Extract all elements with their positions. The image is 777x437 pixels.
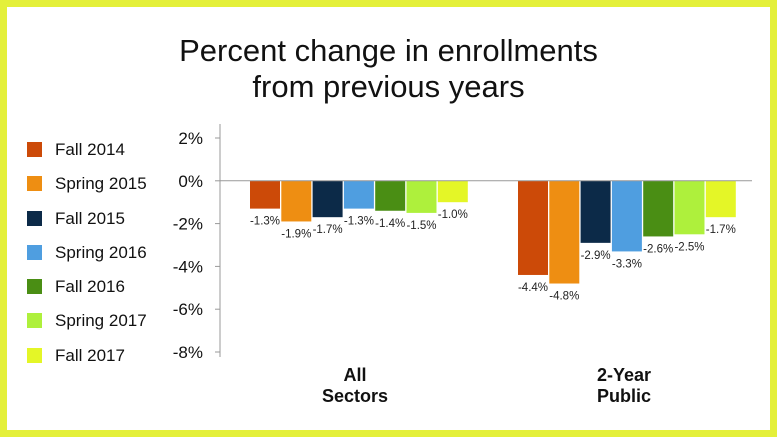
data-label: -1.7%: [706, 224, 736, 236]
legend-label: Fall 2016: [55, 277, 125, 297]
legend-swatch: [27, 176, 42, 192]
legend-label: Spring 2016: [55, 242, 147, 262]
legend-swatch: [27, 279, 42, 295]
y-tick-label: -8%: [173, 343, 203, 362]
data-label: -1.9%: [281, 228, 311, 240]
bar: [674, 180, 705, 235]
data-label: -3.3%: [612, 258, 642, 270]
legend-swatch: [27, 210, 42, 226]
data-label: -2.6%: [643, 243, 673, 255]
legend-swatch: [27, 313, 42, 329]
y-tick-label: 2%: [178, 129, 203, 148]
x-category-label: 2-Year: [597, 365, 651, 385]
bar: [375, 180, 406, 211]
data-label: -4.8%: [549, 291, 579, 303]
bar: [437, 180, 468, 203]
chart-title-line-2: from previous years: [252, 69, 525, 104]
data-label: -1.5%: [406, 220, 436, 232]
legend-label: Fall 2015: [55, 208, 125, 228]
data-label: -1.3%: [250, 216, 280, 228]
bar: [406, 180, 437, 213]
data-label: -2.5%: [674, 241, 704, 253]
legend-swatch: [27, 347, 42, 363]
data-label: -2.9%: [581, 250, 611, 262]
data-label: -4.4%: [518, 282, 548, 294]
y-tick-label: -4%: [173, 257, 203, 276]
data-label: -1.7%: [313, 224, 343, 236]
legend-label: Spring 2015: [55, 174, 147, 194]
bar: [312, 180, 343, 218]
bar: [518, 180, 548, 275]
bar: [281, 180, 312, 222]
x-category-label: Sectors: [322, 386, 388, 406]
data-label: -1.0%: [438, 209, 468, 221]
bar: [705, 180, 736, 218]
bar: [549, 180, 580, 284]
x-category-label: Public: [597, 386, 651, 406]
legend-swatch: [27, 142, 42, 157]
bar: [250, 180, 280, 209]
legend-label: Spring 2017: [55, 311, 147, 331]
legend-swatch: [27, 244, 42, 260]
chart-title-line-1: Percent change in enrollments: [179, 33, 598, 68]
legend-label: Fall 2014: [55, 140, 125, 159]
bar: [343, 180, 374, 209]
data-label: -1.3%: [344, 216, 374, 228]
data-label: -1.4%: [375, 218, 405, 230]
y-tick-label: -2%: [173, 215, 203, 234]
y-tick-label: 0%: [178, 172, 203, 191]
bar: [611, 180, 642, 252]
chart-title: Percent change in enrollments from previ…: [7, 33, 770, 105]
bar: [643, 180, 674, 237]
legend-label: Fall 2017: [55, 345, 125, 365]
bar: [580, 180, 611, 243]
x-category-label: All: [343, 365, 366, 385]
y-tick-label: -6%: [173, 300, 203, 319]
